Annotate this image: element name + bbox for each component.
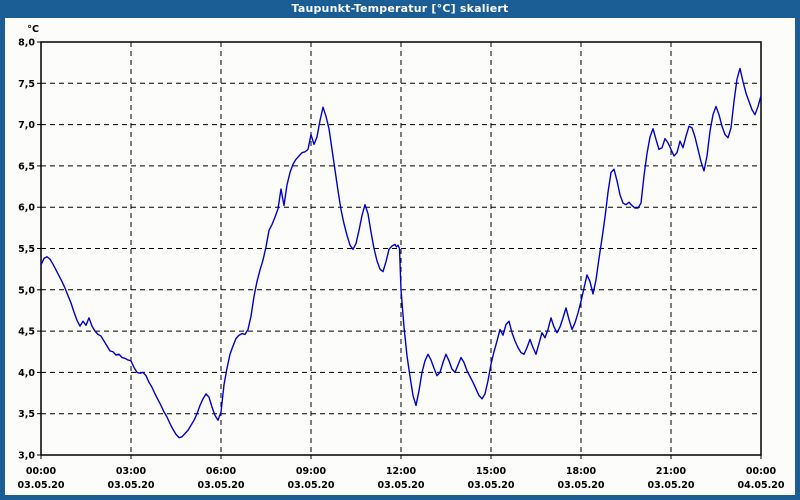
x-axis-time-label: 09:00 [296, 466, 327, 477]
x-axis-date-label: 03.05.20 [108, 480, 155, 491]
chart-canvas: 3,0 3,5 4,0 4,5 5,0 5,5 6,0 6,5 7,0 7,5 8,0 00:00 0… [5, 18, 795, 495]
y-axis-unit-label: °C [27, 24, 39, 35]
y-axis-tick-label: 4,5 [18, 327, 35, 338]
x-axis-date-label: 03.05.20 [18, 480, 65, 491]
x-axis-date-label: 03.05.20 [648, 480, 695, 491]
x-axis-date-label: 03.05.20 [378, 480, 425, 491]
x-axis-time-label: 12:00 [386, 466, 417, 477]
grid-lines [41, 41, 761, 456]
plot-border [40, 41, 762, 456]
line-chart: 3,03,54,04,55,05,56,06,57,07,58,0 00:000… [18, 24, 785, 491]
x-axis-time-label: 03:00 [116, 466, 147, 477]
x-axis-tick-labels: 00:00 03.05.20 03:00 03.05.20 06:00 03.05.20 0… [18, 466, 785, 491]
y-axis-tick-label: 8,0 [18, 38, 35, 49]
x-axis-date-label: 03.05.20 [558, 480, 605, 491]
data-line-taupunkt-temperatur [40, 67, 762, 439]
y-axis-tick-labels: 3,0 3,5 4,0 4,5 5,0 5,5 6,0 6,5 7,0 7,5 8,0 [18, 38, 35, 462]
x-axis-time-label: 00:00 [746, 466, 777, 477]
page-title: Taupunkt-Temperatur [°C] skaliert [291, 2, 509, 15]
y-axis-tick-label: 5,0 [18, 285, 35, 296]
y-axis-tick-label: 6,5 [18, 161, 35, 172]
x-axis-date-label: 04.05.20 [738, 480, 785, 491]
x-axis-time-label: 21:00 [656, 466, 687, 477]
y-axis-tick-label: 5,5 [18, 244, 35, 255]
y-axis-tick-label: 7,0 [18, 120, 35, 131]
x-axis-time-label: 00:00 [26, 466, 57, 477]
x-axis-date-label: 03.05.20 [288, 480, 335, 491]
y-axis-tick-label: 7,5 [18, 79, 35, 90]
y-axis-tick-label: 4,0 [18, 368, 35, 379]
window-title-bar: Taupunkt-Temperatur [°C] skaliert [0, 0, 800, 18]
x-axis-date-label: 03.05.20 [198, 480, 245, 491]
data-series-group [40, 67, 762, 439]
y-axis-tick-label: 3,5 [18, 409, 35, 420]
x-axis-time-label: 06:00 [206, 466, 237, 477]
x-axis-time-label: 15:00 [476, 466, 507, 477]
y-axis-tick-label: 6,0 [18, 203, 35, 214]
x-axis-date-label: 03.05.20 [468, 480, 515, 491]
x-axis-time-label: 18:00 [566, 466, 597, 477]
y-axis-tick-label: 3,0 [18, 451, 35, 462]
plot-frame [37, 41, 762, 459]
